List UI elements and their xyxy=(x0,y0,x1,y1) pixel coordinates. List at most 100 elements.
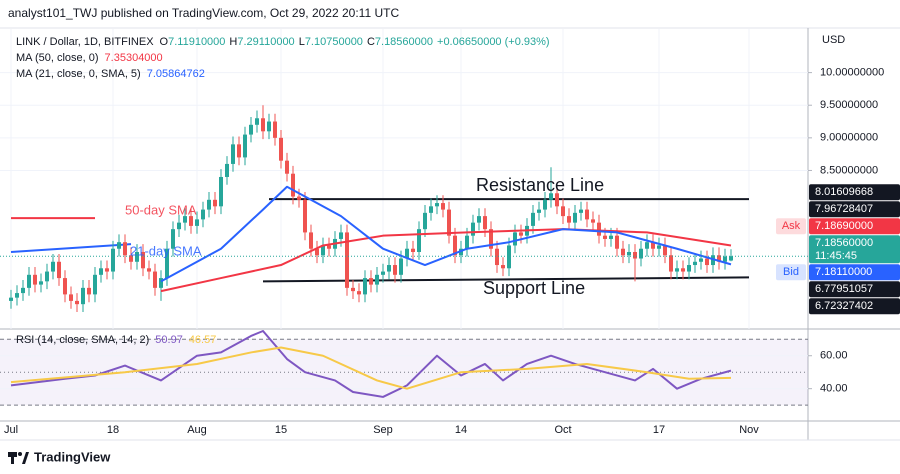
candle-body xyxy=(681,268,685,272)
legend-value: 7.18560000 xyxy=(375,36,433,48)
x-tick-label: Oct xyxy=(554,424,571,436)
candle-body xyxy=(165,248,169,279)
price-label: 7.96728407 xyxy=(815,203,873,215)
candle-body xyxy=(99,268,103,275)
candle-body xyxy=(69,294,73,301)
candle-body xyxy=(327,245,331,249)
legend-key: H xyxy=(229,36,237,48)
candle-body xyxy=(39,281,43,285)
candle-body xyxy=(261,118,265,132)
legend-key: O xyxy=(160,36,169,48)
y-tick-label: 8.50000000 xyxy=(820,164,878,176)
candle-body xyxy=(279,137,283,161)
price-label-sub: 11:45:45 xyxy=(815,250,857,262)
candle-body xyxy=(189,216,193,226)
legend-change: +0.06650000 (+0.93%) xyxy=(437,36,550,48)
candle-body xyxy=(183,216,187,223)
price-label: 6.77951057 xyxy=(815,283,873,295)
candle-body xyxy=(213,199,217,207)
x-tick-label: 18 xyxy=(107,424,119,436)
candle-body xyxy=(405,248,409,259)
rsi-pane xyxy=(0,330,808,406)
candle-body xyxy=(309,232,313,249)
candle-body xyxy=(561,206,565,217)
candle-body xyxy=(75,300,79,305)
candle-body xyxy=(687,265,691,272)
candle-body xyxy=(231,144,235,164)
price-label-box xyxy=(809,218,900,235)
candle-body xyxy=(351,287,355,292)
candle-body xyxy=(621,248,625,256)
annotation: 50-day SMA xyxy=(125,202,197,217)
candle-body xyxy=(447,209,451,236)
candle-body xyxy=(255,118,259,125)
candle-body xyxy=(441,203,445,210)
candle-body xyxy=(285,160,289,174)
legend-line: LINK / Dollar, 1D, BITFINEX O7.11910000 H7… xyxy=(16,36,550,48)
x-tick-label: Aug xyxy=(187,424,207,436)
trend-line xyxy=(10,243,132,253)
candle-body xyxy=(87,287,91,295)
candle-body xyxy=(315,248,319,256)
candle-body xyxy=(585,209,589,220)
x-tick-label: Sep xyxy=(373,424,393,436)
price-label: 7.18560000 xyxy=(815,237,873,249)
candle-body xyxy=(507,245,511,269)
candle-body xyxy=(537,209,541,213)
price-label-tag xyxy=(776,264,806,281)
candle-body xyxy=(225,163,229,177)
moving-average xyxy=(160,185,732,283)
legend-value: 7.11910000 xyxy=(168,36,225,48)
candle-body xyxy=(477,216,481,223)
candle-body xyxy=(387,265,391,272)
candle-body xyxy=(429,206,433,213)
candle-body xyxy=(93,274,97,295)
rsi-value: 46.57 xyxy=(189,334,217,346)
candle-body xyxy=(693,261,697,266)
currency-label: USD xyxy=(822,34,845,46)
publish-header: analyst101_TWJ published on TradingView.… xyxy=(8,6,399,20)
candle-body xyxy=(453,235,457,256)
candle-body xyxy=(423,212,427,230)
price-label-box xyxy=(809,281,900,298)
annotation: 21-day SMA xyxy=(130,243,202,258)
price-label-box xyxy=(809,298,900,315)
price-label-name: Bid xyxy=(783,266,799,278)
candle-body xyxy=(555,193,559,207)
footer-brand: TradingView xyxy=(34,449,111,464)
annotation: Support Line xyxy=(483,278,585,298)
legend-key: L xyxy=(299,36,305,48)
candle-body xyxy=(129,255,133,262)
candle-body xyxy=(603,235,607,239)
x-tick-label: Jul xyxy=(4,424,18,436)
candle-body xyxy=(483,216,487,230)
logo-shape xyxy=(11,452,14,464)
candle-body xyxy=(579,209,583,213)
candle-body xyxy=(267,121,271,132)
rsi-name: RSI (14, close, SMA, 14, 2) xyxy=(16,334,149,346)
candle-body xyxy=(63,278,67,295)
candle-body xyxy=(57,261,61,279)
x-tick-label: 15 xyxy=(275,424,287,436)
price-label: 6.72327402 xyxy=(815,300,873,312)
candle-body xyxy=(153,271,157,288)
price-label-tag xyxy=(776,218,806,235)
rsi-line xyxy=(10,330,732,398)
candle-body xyxy=(243,134,247,158)
candle-body xyxy=(399,258,403,275)
candle-body xyxy=(159,278,163,288)
y-tick-label: 10.00000000 xyxy=(820,67,884,79)
candle-body xyxy=(543,199,547,210)
moving-average xyxy=(160,228,732,293)
candle-body xyxy=(9,297,13,301)
candle-body xyxy=(21,287,25,294)
candle-body xyxy=(717,255,721,262)
price-label-box xyxy=(809,201,900,218)
rsi-value: 50.97 xyxy=(155,334,183,346)
candle-body xyxy=(147,268,151,272)
legend-value: 7.10750000 xyxy=(305,36,363,48)
candle-body xyxy=(417,229,421,252)
candle-body xyxy=(51,261,55,272)
